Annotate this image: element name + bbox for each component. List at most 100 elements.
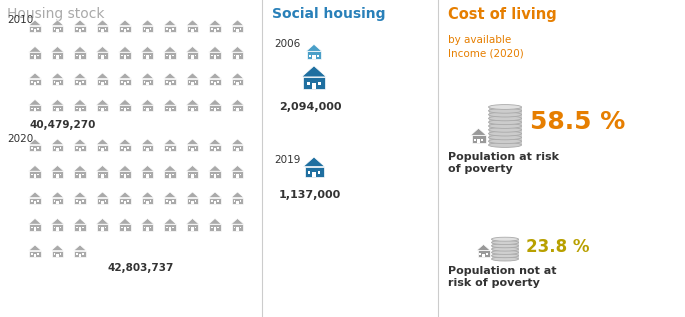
Bar xyxy=(234,227,235,229)
Bar xyxy=(142,224,153,230)
Text: 2019: 2019 xyxy=(274,155,301,165)
Bar xyxy=(119,105,131,112)
Bar xyxy=(146,227,149,230)
Polygon shape xyxy=(96,73,109,79)
Bar xyxy=(187,79,198,85)
Bar xyxy=(303,77,325,89)
Bar xyxy=(312,83,316,89)
Ellipse shape xyxy=(492,257,519,261)
Text: Cost of living: Cost of living xyxy=(448,7,557,22)
Bar xyxy=(150,81,151,83)
Bar xyxy=(121,174,123,175)
Bar xyxy=(53,81,55,83)
Polygon shape xyxy=(96,218,109,224)
Bar xyxy=(236,108,239,112)
Bar xyxy=(29,171,40,178)
Polygon shape xyxy=(231,46,244,52)
Ellipse shape xyxy=(488,135,521,140)
Polygon shape xyxy=(141,46,154,52)
Bar xyxy=(191,227,194,230)
Bar xyxy=(31,108,33,109)
Bar xyxy=(79,29,82,32)
Bar xyxy=(82,147,84,149)
Bar xyxy=(74,145,86,151)
Polygon shape xyxy=(29,245,41,251)
Bar xyxy=(164,52,176,59)
Bar xyxy=(37,174,39,175)
Ellipse shape xyxy=(492,254,519,258)
Bar xyxy=(31,253,33,255)
Polygon shape xyxy=(186,20,199,26)
Bar xyxy=(74,26,86,32)
Bar xyxy=(34,227,36,230)
Bar xyxy=(236,29,239,32)
Bar xyxy=(187,105,198,112)
Bar xyxy=(119,52,131,59)
Polygon shape xyxy=(164,192,177,198)
Bar xyxy=(142,79,153,85)
Polygon shape xyxy=(186,165,199,171)
Polygon shape xyxy=(208,46,221,52)
Bar xyxy=(29,224,40,230)
Ellipse shape xyxy=(488,143,521,147)
Bar xyxy=(144,28,145,30)
Bar xyxy=(146,29,149,32)
Bar xyxy=(97,198,108,204)
Polygon shape xyxy=(141,139,154,145)
Bar xyxy=(214,227,216,230)
Bar xyxy=(99,108,100,109)
Bar xyxy=(169,148,171,151)
Ellipse shape xyxy=(488,112,521,117)
Polygon shape xyxy=(119,46,132,52)
Bar xyxy=(74,105,86,112)
Bar xyxy=(144,55,145,56)
Bar xyxy=(166,147,168,149)
Bar xyxy=(144,108,145,109)
Bar xyxy=(240,55,241,56)
Bar xyxy=(34,108,36,112)
Polygon shape xyxy=(51,218,64,224)
Bar xyxy=(146,174,149,178)
Bar xyxy=(164,105,176,112)
Bar xyxy=(316,55,319,56)
Bar xyxy=(119,26,131,32)
Bar xyxy=(150,108,151,109)
Bar xyxy=(97,145,108,151)
Bar xyxy=(74,224,86,230)
Bar xyxy=(82,108,84,109)
Bar xyxy=(195,81,197,83)
Polygon shape xyxy=(119,139,132,145)
Bar xyxy=(217,174,219,175)
Polygon shape xyxy=(231,192,244,198)
Bar xyxy=(121,227,123,229)
Bar xyxy=(214,148,216,151)
Bar xyxy=(124,29,126,32)
Bar xyxy=(236,227,239,230)
Text: Social housing: Social housing xyxy=(272,7,386,21)
Bar xyxy=(127,55,129,56)
Bar xyxy=(79,108,82,112)
Polygon shape xyxy=(186,218,199,224)
Bar xyxy=(234,108,235,109)
Polygon shape xyxy=(303,157,325,166)
Bar xyxy=(60,227,62,229)
Bar xyxy=(127,174,129,175)
Bar xyxy=(74,171,86,178)
Polygon shape xyxy=(96,139,109,145)
Polygon shape xyxy=(231,73,244,79)
Bar xyxy=(477,139,480,143)
Bar xyxy=(79,254,82,257)
Bar xyxy=(164,79,176,85)
Text: 58.5 %: 58.5 % xyxy=(530,110,625,134)
Bar xyxy=(97,105,108,112)
Bar xyxy=(52,105,63,112)
Bar xyxy=(76,227,77,229)
Bar xyxy=(169,201,171,204)
Bar xyxy=(169,82,171,85)
Bar xyxy=(209,224,221,230)
Polygon shape xyxy=(231,218,244,224)
Bar xyxy=(97,224,108,230)
Bar xyxy=(60,81,62,83)
Bar xyxy=(52,79,63,85)
Polygon shape xyxy=(164,20,177,26)
